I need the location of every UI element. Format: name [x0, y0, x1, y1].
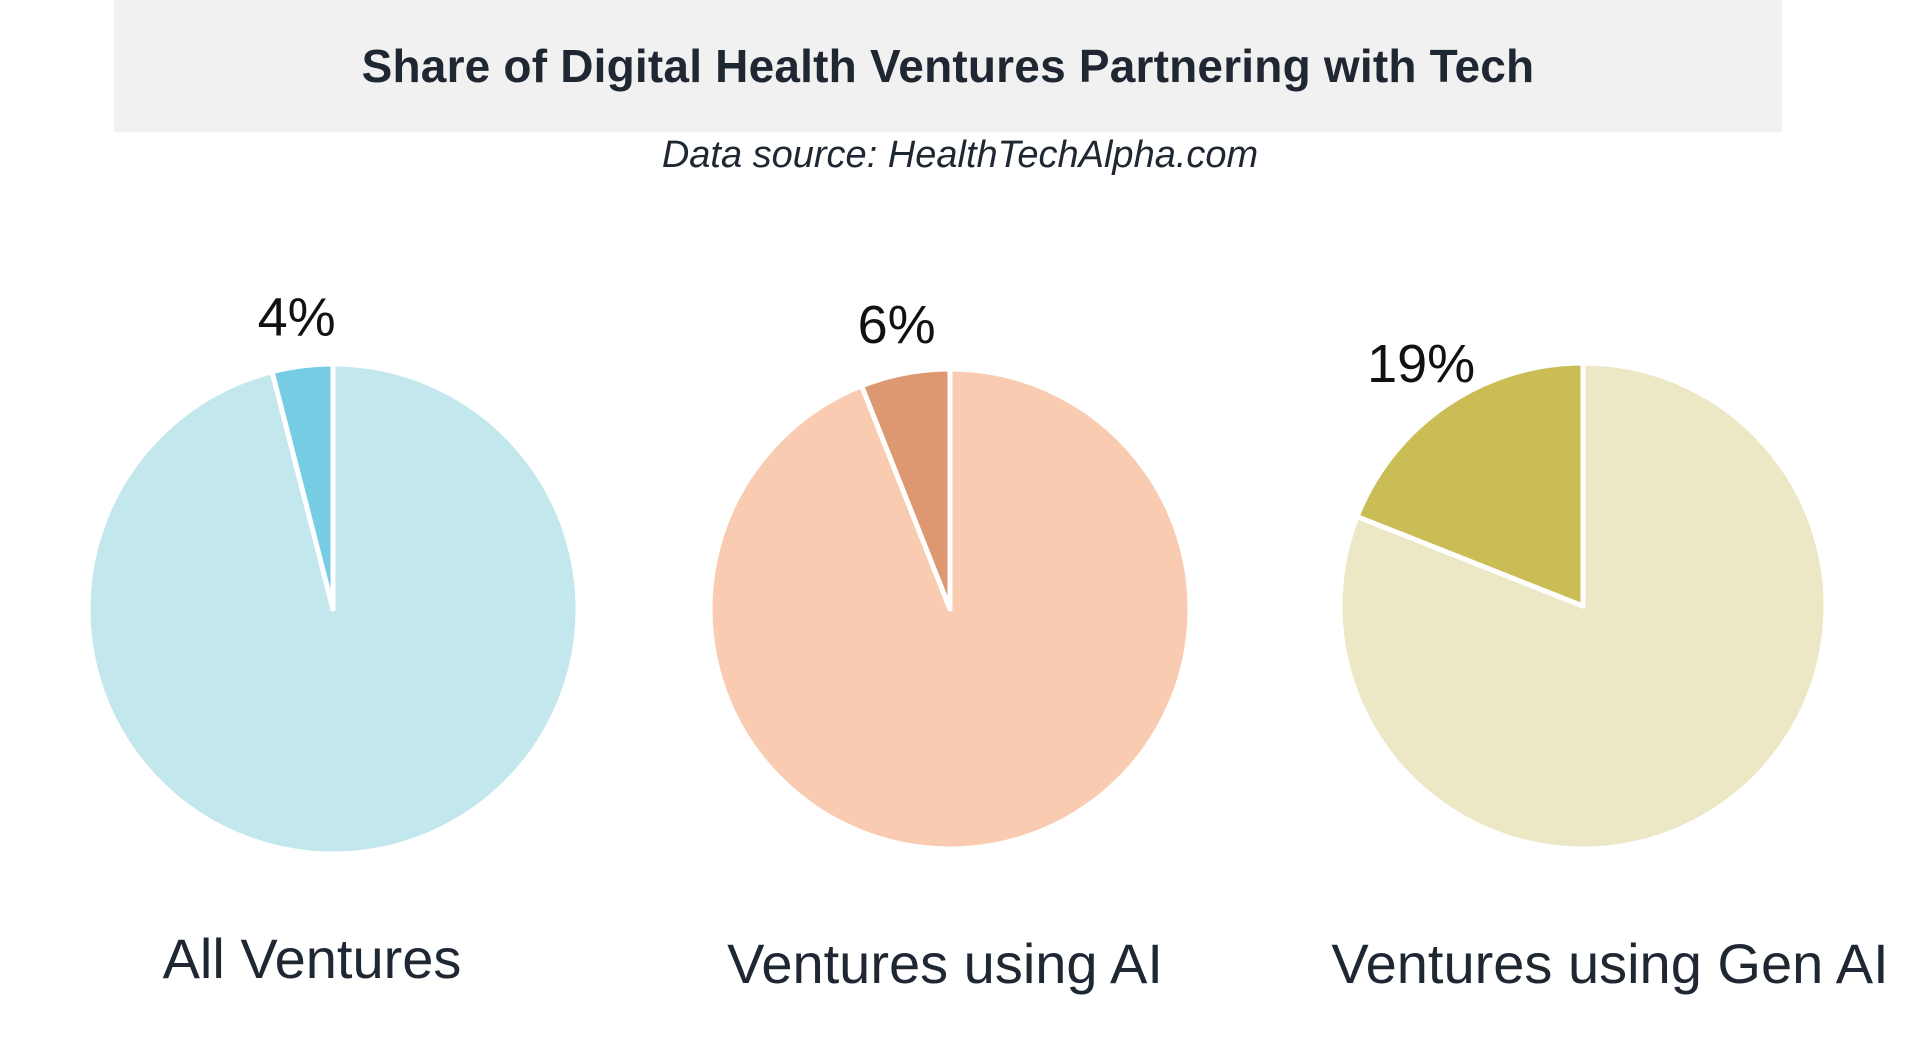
- data-label-ventures-using-ai: 6%: [858, 295, 936, 355]
- chart-title: Share of Digital Health Ventures Partner…: [361, 40, 1535, 92]
- pie-slice-partnering-ventures-using-ai: [859, 366, 953, 612]
- pie-all-ventures: 4% All Ventures: [85, 287, 581, 990]
- data-label-all-ventures: 4%: [258, 287, 336, 347]
- chart-subtitle: Data source: HealthTechAlpha.com: [661, 134, 1259, 176]
- category-label-ventures-using-ai: Ventures using AI: [727, 932, 1163, 995]
- category-label-all-ventures: All Ventures: [163, 927, 462, 990]
- title-banner: Share of Digital Health Ventures Partner…: [114, 0, 1782, 132]
- category-label-ventures-using-gen-ai: Ventures using Gen AI: [1331, 932, 1888, 995]
- pie-ventures-using-ai: 6% Ventures using AI: [707, 295, 1193, 995]
- pie-slice-partnering-ventures-using-gen-ai: [1354, 360, 1586, 609]
- data-label-ventures-using-gen-ai: 19%: [1367, 334, 1475, 394]
- pie-slice-rest-ventures-using-gen-ai: [1337, 360, 1829, 852]
- pie-ventures-using-gen-ai: 19% Ventures using Gen AI: [1331, 334, 1888, 995]
- pie-slice-rest-ventures-using-ai: [707, 366, 1193, 852]
- pie-slice-partnering-all-ventures: [269, 361, 336, 612]
